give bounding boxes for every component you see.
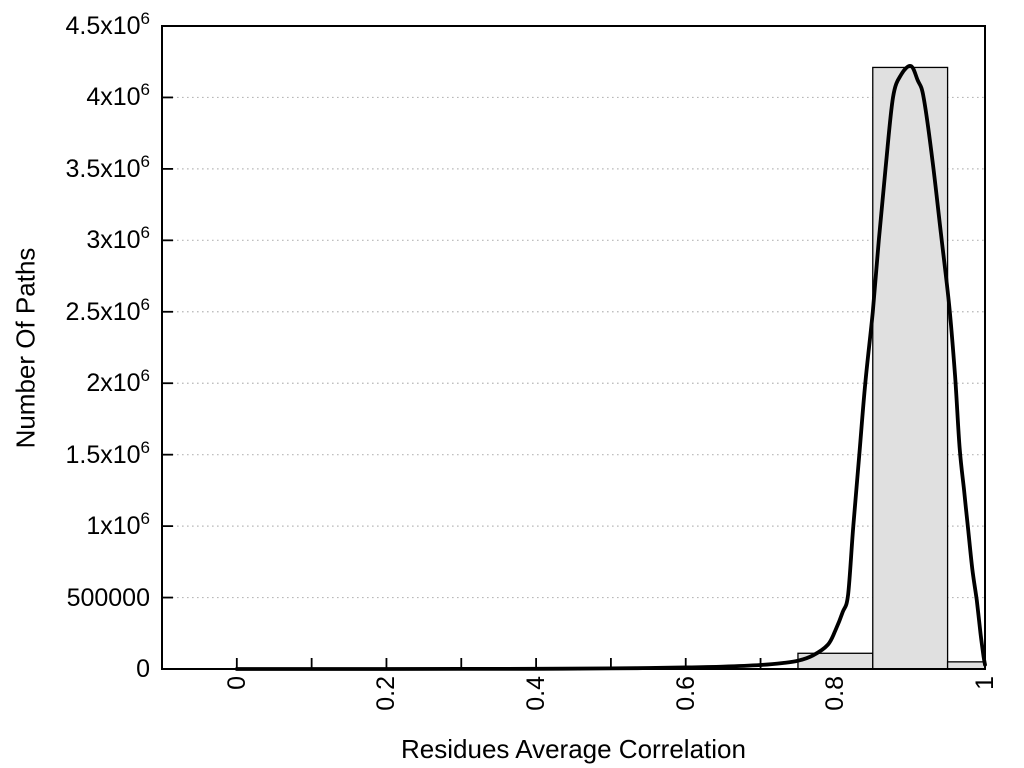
x-tick-label-text: 0.2 bbox=[372, 676, 401, 711]
y-tick-label: 2x106 bbox=[10, 366, 150, 398]
density-fit-curve bbox=[234, 64, 987, 671]
y-tick-label: 500000 bbox=[10, 584, 150, 612]
y-axis-title: Number Of Paths bbox=[10, 26, 42, 669]
x-tick-label-text: 0.6 bbox=[671, 676, 700, 711]
y-tick-label-exponent: 6 bbox=[140, 223, 150, 243]
y-axis-title-text: Number Of Paths bbox=[10, 247, 41, 448]
y-tick-label-text: 1x10 bbox=[86, 512, 141, 541]
y-tick-label-exponent: 6 bbox=[140, 9, 150, 28]
y-tick-label: 4.5x106 bbox=[10, 9, 150, 40]
y-tick-label: 3x106 bbox=[10, 223, 150, 255]
x-tick-label-text: 0.8 bbox=[821, 676, 850, 711]
y-tick-label-text: 4.5x10 bbox=[65, 12, 141, 40]
y-tick-label-exponent: 6 bbox=[140, 294, 150, 314]
y-tick-label: 2.5x106 bbox=[10, 294, 150, 326]
x-tick-label-text: 0.4 bbox=[522, 676, 551, 711]
y-tick-label-exponent: 6 bbox=[140, 80, 150, 100]
y-tick-label-text: 3x10 bbox=[86, 226, 141, 255]
y-tick-label: 3.5x106 bbox=[10, 151, 150, 183]
y-tick-label-text: 4x10 bbox=[86, 83, 141, 112]
x-tick-label-text: 0 bbox=[222, 676, 251, 690]
y-tick-label-text: 0 bbox=[136, 655, 150, 683]
y-tick-label: 1.5x106 bbox=[10, 437, 150, 469]
y-tick-label-text: 3.5x10 bbox=[65, 154, 141, 183]
y-tick-label: 0 bbox=[10, 655, 150, 683]
y-tick-label-exponent: 6 bbox=[140, 151, 150, 171]
y-tick-label: 4x106 bbox=[10, 80, 150, 112]
y-tick-label-text: 500000 bbox=[66, 583, 150, 612]
histogram-bar bbox=[946, 661, 986, 670]
y-tick-label-exponent: 6 bbox=[140, 366, 150, 386]
histogram-bar bbox=[872, 66, 949, 670]
y-tick-label: 1x106 bbox=[10, 509, 150, 541]
y-tick-label-exponent: 6 bbox=[140, 509, 150, 529]
y-tick-label-exponent: 6 bbox=[140, 437, 150, 457]
plot-border bbox=[161, 25, 986, 670]
y-tick-label-text: 2x10 bbox=[86, 369, 141, 398]
y-tick-label-text: 1.5x10 bbox=[65, 440, 141, 469]
x-tick-label-text: 1 bbox=[971, 676, 999, 690]
y-tick-label-text: 2.5x10 bbox=[65, 297, 141, 326]
x-axis-title: Residues Average Correlation bbox=[401, 734, 746, 764]
